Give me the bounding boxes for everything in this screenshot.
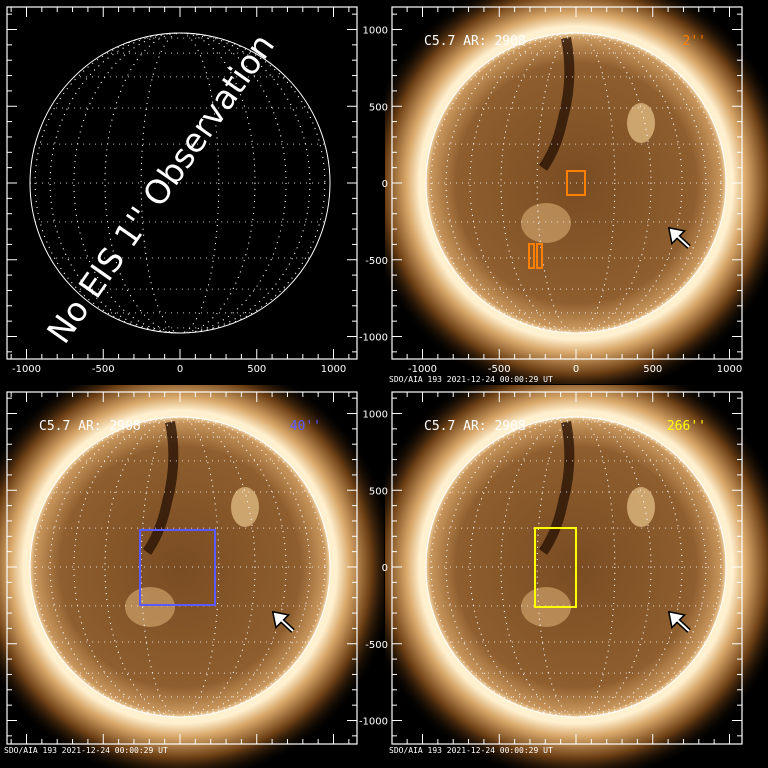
- longitude-line: [445, 416, 707, 718]
- instrument-footer: SDO/AIA 193 2021-12-24 00:00:29 UT: [389, 746, 553, 755]
- panel-top-right: -1000 -500 0 500 1000 1000 500 0 -500 -1000 C5.7 A…: [359, 0, 768, 384]
- flare-label: C5.7 AR: 2908: [424, 419, 526, 434]
- x-tick-label: -500: [488, 364, 511, 375]
- longitude-line: [500, 32, 652, 334]
- fov-label: 40'': [290, 419, 321, 434]
- x-tick-label: 500: [643, 364, 662, 375]
- longitude-line: [500, 416, 652, 718]
- fov-box: [534, 527, 577, 608]
- x-tick-label: 0: [573, 364, 579, 375]
- y-tick-label: -1000: [359, 717, 388, 728]
- axes-frame: [391, 391, 743, 745]
- bright-region: [125, 587, 175, 627]
- y-tick-label: -500: [365, 256, 388, 267]
- flare-label: C5.7 AR: 2908: [39, 419, 141, 434]
- longitude-line: [73, 416, 287, 718]
- fov-label: 266'': [667, 419, 706, 434]
- panel-image: [0, 385, 384, 768]
- longitude-line: [104, 32, 256, 334]
- instrument-footer: SDO/AIA 193 2021-12-24 00:00:29 UT: [389, 375, 553, 384]
- longitude-line: [49, 32, 311, 334]
- instrument-footer: SDO/AIA 193 2021-12-24 00:00:29 UT: [4, 746, 168, 755]
- coronal-hole: [142, 421, 179, 555]
- x-tick-label: 0: [177, 364, 183, 375]
- fov-label: 2'': [683, 34, 706, 49]
- x-tick-label: 1000: [717, 364, 742, 375]
- arrow-icon: [669, 228, 690, 248]
- longitude-line: [104, 416, 256, 718]
- y-tick-label: 0: [382, 563, 388, 574]
- bright-region: [521, 203, 571, 243]
- coronal-hole: [538, 37, 575, 171]
- flare-label: C5.7 AR: 2908: [424, 34, 526, 49]
- longitude-line: [445, 32, 707, 334]
- fov-box: [528, 243, 535, 269]
- longitude-line: [140, 416, 220, 718]
- x-tick-label: -1000: [12, 364, 41, 375]
- y-tick-label: 0: [382, 179, 388, 190]
- y-tick-label: 1000: [363, 26, 388, 37]
- fov-box: [536, 243, 543, 269]
- bright-region: [231, 487, 259, 527]
- longitude-line: [34, 32, 326, 334]
- panel-image: [385, 0, 768, 384]
- bright-region: [627, 103, 655, 143]
- panel-image: [29, 32, 331, 334]
- bright-region: [627, 487, 655, 527]
- x-tick-label: 1000: [321, 364, 346, 375]
- longitude-line: [73, 32, 287, 334]
- arrow-icon: [669, 612, 690, 632]
- longitude-line: [140, 32, 220, 334]
- coronal-hole: [538, 421, 575, 555]
- longitude-line: [536, 32, 616, 334]
- y-tick-label: 1000: [363, 410, 388, 421]
- x-tick-label: 500: [247, 364, 266, 375]
- panel-bottom-left: C5.7 AR: 2908 40'' SDO/AIA 193 2021-12-24 …: [0, 385, 384, 768]
- longitude-line: [34, 416, 326, 718]
- y-tick-label: -1000: [359, 333, 388, 344]
- y-tick-label: 500: [369, 486, 388, 497]
- axes-frame: [6, 391, 358, 745]
- fov-box: [139, 529, 216, 606]
- panel-image: [385, 385, 768, 768]
- fov-box: [566, 170, 586, 196]
- y-tick-label: 500: [369, 102, 388, 113]
- x-tick-label: -500: [92, 364, 115, 375]
- longitude-line: [469, 32, 683, 334]
- arrow-icon: [273, 612, 294, 632]
- longitude-line: [469, 416, 683, 718]
- panel-bottom-right: 1000 500 0 -500 -1000 C5.7 AR: 2908 266'' SDO/A…: [359, 385, 768, 768]
- y-tick-label: -500: [365, 640, 388, 651]
- x-tick-label: -1000: [408, 364, 437, 375]
- longitude-line: [536, 416, 616, 718]
- longitude-line: [49, 416, 311, 718]
